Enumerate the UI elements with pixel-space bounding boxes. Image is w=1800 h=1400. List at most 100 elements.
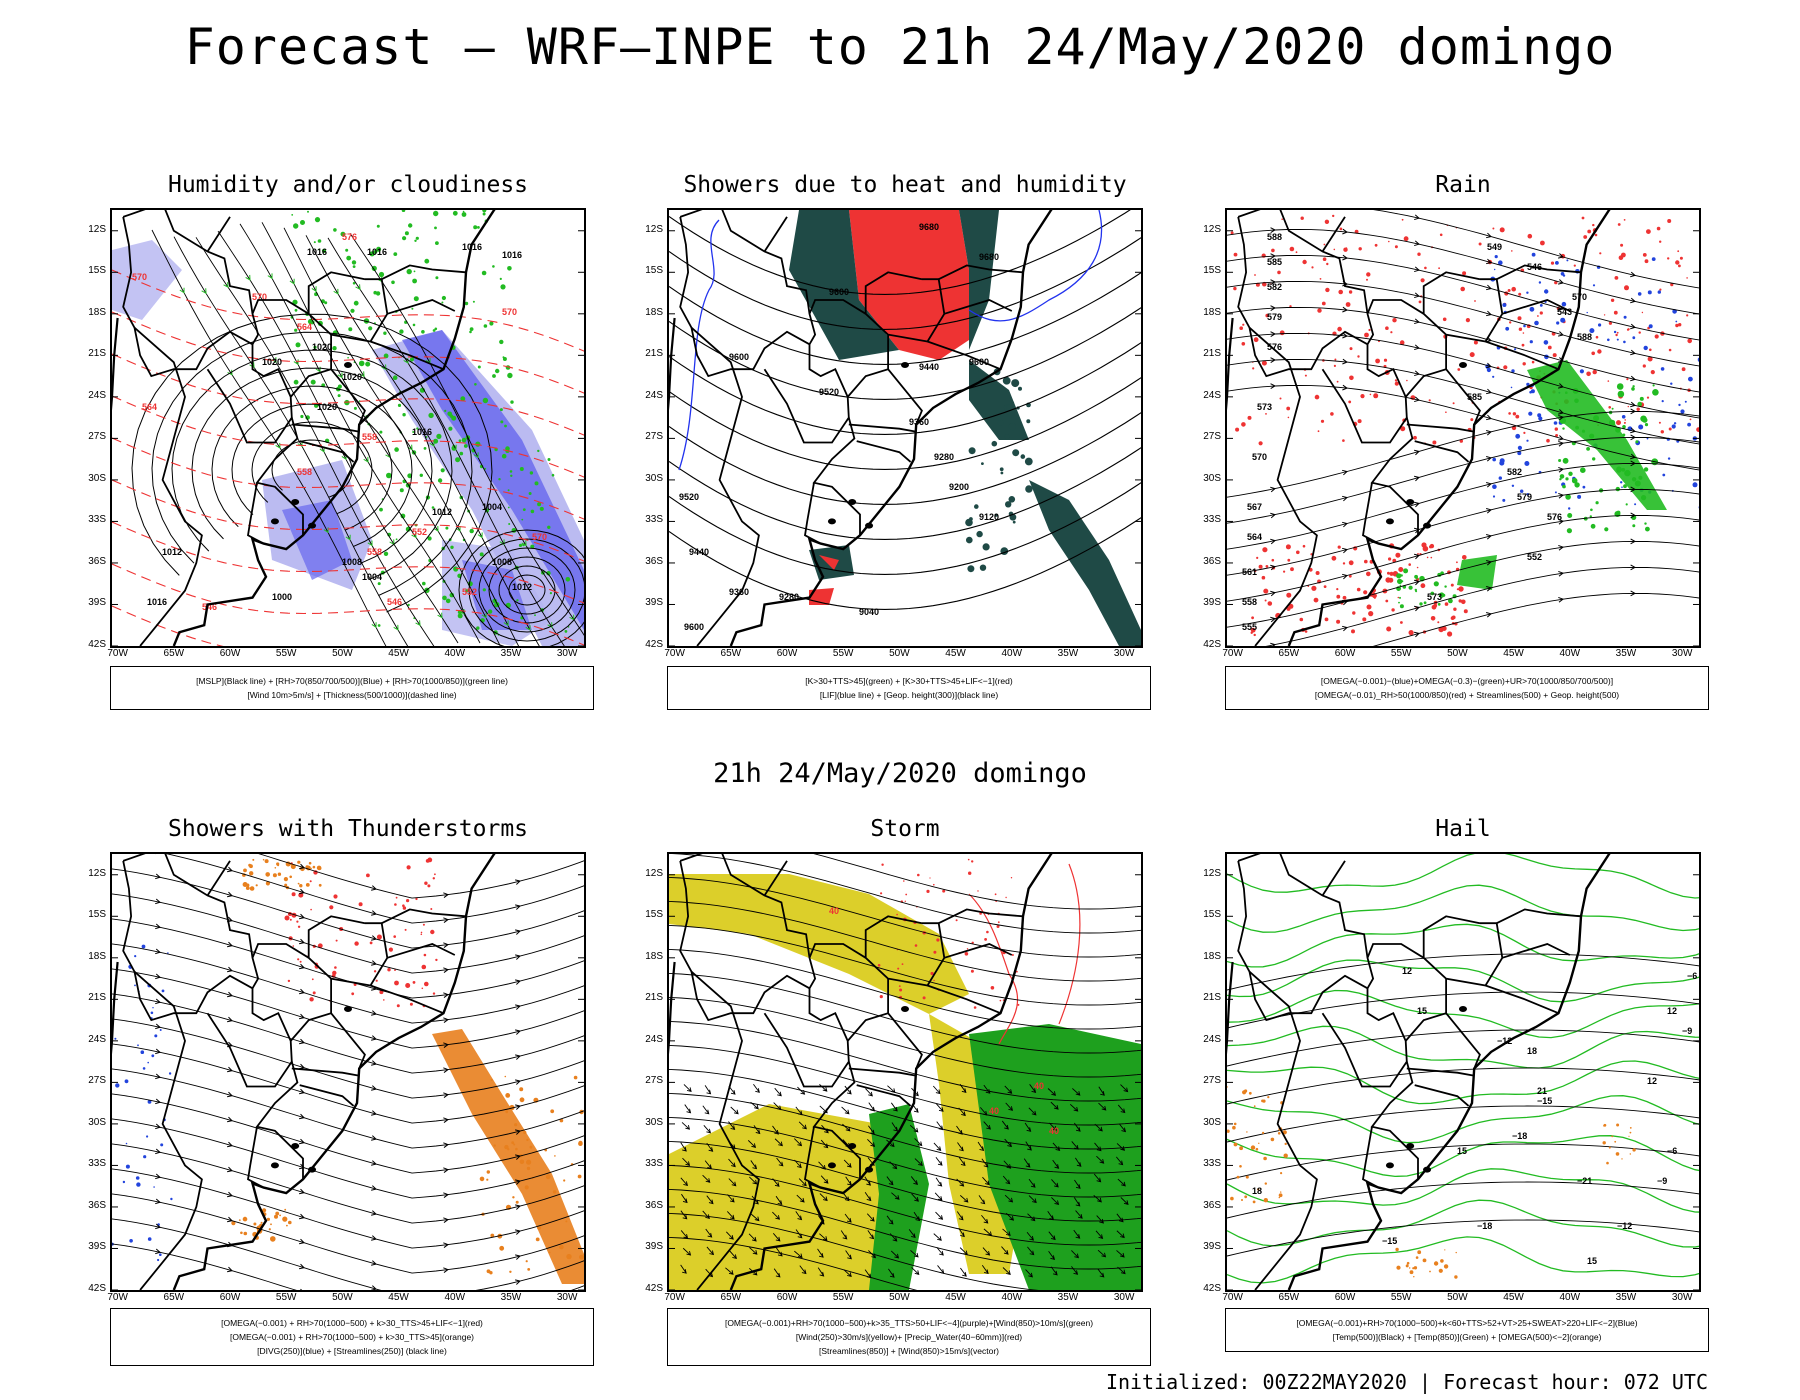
geopotential-contour-label: 9280 <box>934 452 954 462</box>
temperature-contour-label: −12 <box>1497 1036 1512 1046</box>
longitude-tick-label: 35W <box>1057 648 1079 659</box>
showers-thunderstorms-panel-title: Showers with Thunderstorms <box>167 816 529 842</box>
temperature-contour-label: 18 <box>1252 1186 1262 1196</box>
latitude-tick-label: 21S <box>88 348 106 360</box>
latitude-tick-label: 36S <box>1203 555 1221 567</box>
latitude-tick-label: 36S <box>645 1199 663 1211</box>
geopotential-contour-label: 9680 <box>919 222 939 232</box>
longitude-tick-label: 60W <box>776 1292 798 1303</box>
latitude-tick-label: 30S <box>1203 472 1221 484</box>
latitude-tick-label: 42S <box>1203 639 1221 650</box>
longitude-tick-label: 70W <box>107 1292 128 1303</box>
longitude-tick-label: 30W <box>1671 1292 1693 1303</box>
latitude-tick-label: 39S <box>88 597 106 609</box>
pressure-contour-label: 1000 <box>272 592 292 602</box>
latitude-tick-label: 15S <box>1203 909 1221 921</box>
longitude-tick-label: 65W <box>720 648 742 659</box>
humidity-cloudiness-legend: [MSLP](Black line) + [RH>70(850/700/500)… <box>110 666 594 710</box>
precip-water-label: 40 <box>1034 1081 1044 1091</box>
showers-heat-humidity-panel-title: Showers due to heat and humidity <box>683 172 1127 198</box>
geopotential-contour-label: 570 <box>1252 452 1267 462</box>
showers-heat-humidity-legend: [K>30+TTS>45](green) + [K>30+TTS>45+LIF<… <box>667 666 1151 710</box>
storm-map-svg: 40 40 40 40 <box>669 854 1141 1290</box>
showers-thunderstorms-map-svg <box>112 854 584 1290</box>
pressure-contour-label: 1012 <box>432 507 452 517</box>
latitude-tick-label: 18S <box>1203 306 1221 318</box>
temperature-contour-label: −15 <box>1537 1096 1552 1106</box>
latitude-tick-label: 12S <box>88 867 106 879</box>
showers-thunderstorms-legend: [OMEGA(−0.001) + RH>70(1000−500) + k>30_… <box>110 1308 594 1366</box>
latitude-tick-label: 21S <box>88 992 106 1004</box>
thickness-contour-label: 558 <box>362 432 377 442</box>
hail-legend: [OMEGA(−0.001)+RH>70(1000−500)+k<60+TTS>… <box>1225 1308 1709 1352</box>
geopotential-contour-label: 573 <box>1427 592 1442 602</box>
legend-line: [OMEGA(−0.001) + RH>70(1000−500) + k>30_… <box>221 1318 483 1328</box>
latitude-tick-label: 33S <box>88 514 106 526</box>
geopotential-contour-label: 9520 <box>679 492 699 502</box>
longitude-tick-label: 70W <box>107 648 128 659</box>
longitude-tick-label: 55W <box>275 648 297 659</box>
latitude-tick-label: 15S <box>88 909 106 921</box>
thickness-contour-label: 558 <box>367 547 382 557</box>
legend-line: [Wind 10m>5m/s] + [Thickness(500/1000)](… <box>247 690 457 700</box>
latitude-tick-label: 18S <box>1203 950 1221 962</box>
latitude-tick-label: 15S <box>88 265 106 277</box>
latitude-tick-label: 33S <box>1203 514 1221 526</box>
longitude-tick-label: 65W <box>1278 648 1300 659</box>
rain-map: 588 585 582 579 576 573 570 567 564 561 558 555 552 5… <box>1225 208 1701 648</box>
pressure-contour-label: 1016 <box>412 427 432 437</box>
showers-thunderstorms-map <box>110 852 586 1292</box>
latitude-tick-label: 21S <box>1203 992 1221 1004</box>
latitude-tick-label: 15S <box>1203 265 1221 277</box>
latitude-tick-label: 18S <box>88 306 106 318</box>
legend-line: [MSLP](Black line) + [RH>70(850/700/500)… <box>196 676 508 686</box>
humidity-cloudiness-map: 1016 1016 1016 1016 1020 1020 1020 1020 1016 1012… <box>110 208 586 648</box>
longitude-tick-label: 30W <box>1671 648 1693 659</box>
temperature-contour-label: −12 <box>1617 1221 1632 1231</box>
geopotential-contour-label: 552 <box>1527 552 1542 562</box>
geopotential-contour-label: 558 <box>1242 597 1257 607</box>
thickness-contour-label: 570 <box>132 272 147 282</box>
latitude-tick-label: 30S <box>645 1116 663 1128</box>
longitude-tick-label: 35W <box>1615 648 1637 659</box>
longitude-tick-label: 70W <box>1222 648 1243 659</box>
latitude-tick-label: 36S <box>1203 1199 1221 1211</box>
longitude-tick-label: 45W <box>1503 648 1524 659</box>
thickness-contour-label: 552 <box>412 527 427 537</box>
latitude-tick-label: 18S <box>645 306 663 318</box>
pressure-contour-label: 1020 <box>262 357 282 367</box>
precip-water-label: 40 <box>1049 1126 1059 1136</box>
geopotential-contour-label: 576 <box>1267 342 1282 352</box>
geopotential-contour-label: 549 <box>1487 242 1502 252</box>
latitude-tick-label: 15S <box>645 265 663 277</box>
latitude-tick-label: 12S <box>645 867 663 879</box>
legend-line: [OMEGA(−0.001)+RH>70(1000−500)+k<60+TTS>… <box>1296 1318 1638 1328</box>
geopotential-contour-label: 9040 <box>859 607 879 617</box>
temperature-contour-label: 21 <box>1537 1086 1547 1096</box>
longitude-tick-label: 65W <box>163 1292 185 1303</box>
page-title: Forecast — WRF—INPE to 21h 24/May/2020 d… <box>184 18 1616 76</box>
longitude-tick-label: 30W <box>556 1292 578 1303</box>
pressure-contour-label: 1004 <box>362 572 382 582</box>
latitude-tick-label: 42S <box>88 1283 106 1294</box>
geopotential-contour-label: 588 <box>1577 332 1592 342</box>
longitude-tick-label: 70W <box>664 648 685 659</box>
latitude-tick-label: 12S <box>645 223 663 235</box>
longitude-tick-label: 55W <box>1390 648 1412 659</box>
geopotential-contour-label: 9600 <box>969 357 989 367</box>
latitude-tick-label: 30S <box>645 472 663 484</box>
geopotential-contour-label: 585 <box>1467 392 1482 402</box>
latitude-tick-label: 15S <box>645 909 663 921</box>
thickness-contour-label: 564 <box>142 402 157 412</box>
rain-map-svg: 588 585 582 579 576 573 570 567 564 561 558 555 552 5… <box>1227 210 1699 646</box>
longitude-tick-label: 65W <box>163 648 185 659</box>
latitude-tick-label: 24S <box>645 389 663 401</box>
geopotential-contour-label: 9360 <box>729 587 749 597</box>
latitude-tick-label: 33S <box>645 1158 663 1170</box>
pressure-contour-label: 1008 <box>342 557 362 567</box>
latitude-tick-label: 36S <box>645 555 663 567</box>
latitude-tick-label: 39S <box>1203 1241 1221 1253</box>
geopotential-contour-label: 543 <box>1557 307 1572 317</box>
storm-map: 40 40 40 40 <box>667 852 1143 1292</box>
latitude-tick-label: 39S <box>1203 597 1221 609</box>
